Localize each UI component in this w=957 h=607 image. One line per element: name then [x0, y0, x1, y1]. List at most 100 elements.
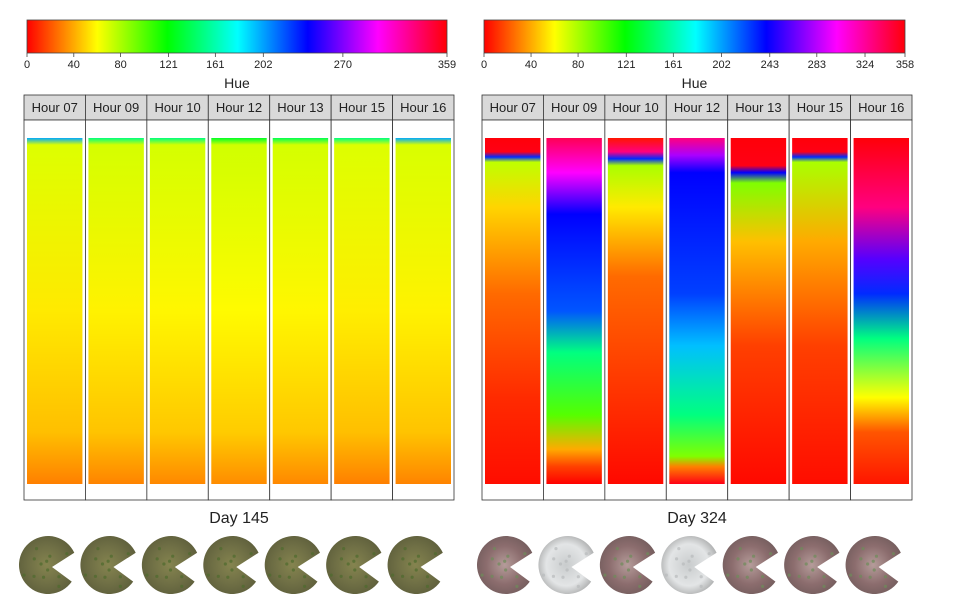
- thumbnail-texture: [743, 562, 747, 566]
- thumbnail-texture: [811, 568, 815, 572]
- colorbar-tick-label: 121: [159, 59, 177, 71]
- thumbnail-texture: [503, 559, 507, 563]
- thumbnail-texture: [287, 575, 291, 579]
- hue-column-hour-13: [272, 138, 329, 484]
- thumbnail-texture: [576, 584, 580, 588]
- colorbar: [483, 19, 906, 54]
- panel-strip: [481, 94, 544, 121]
- hue-column-hour-07: [485, 138, 541, 484]
- hue-column-hour-10: [607, 138, 664, 484]
- colorbar-tick-label: 270: [334, 59, 352, 71]
- thumbnail-texture: [226, 575, 230, 579]
- panel-strip-label: Hour 15: [797, 100, 843, 115]
- thumbnail-texture: [638, 584, 642, 588]
- thumbnail-texture: [229, 559, 233, 563]
- thumbnail-texture: [745, 575, 749, 579]
- hue-column-hour-15: [334, 138, 390, 484]
- thumbnail-texture: [353, 568, 357, 572]
- thumbnail-texture: [748, 559, 753, 563]
- fisheye-photo-thumbnail: [476, 536, 533, 595]
- thumbnail-texture: [613, 557, 617, 561]
- thumbnail-texture: [414, 568, 418, 572]
- thumbnail-texture: [352, 559, 356, 563]
- thumbnail-texture: [364, 584, 368, 588]
- thumbnail-texture: [515, 575, 519, 579]
- thumbnail-texture: [499, 575, 504, 579]
- thumbnail-texture: [506, 554, 510, 558]
- thumbnail-texture: [626, 568, 631, 572]
- thumbnail-texture: [490, 557, 494, 561]
- thumbnail-texture: [164, 575, 169, 579]
- colorbar-tick-label: 80: [572, 59, 584, 71]
- thumbnail-texture: [410, 575, 414, 579]
- colorbar-tick-label: 283: [808, 59, 826, 71]
- fisheye-photo-thumbnail: [264, 536, 320, 595]
- thumbnail-texture: [492, 547, 497, 551]
- thumbnail-texture: [280, 547, 284, 551]
- thumbnail-texture: [554, 547, 558, 551]
- thumbnail-texture: [749, 568, 753, 572]
- thumbnail-texture: [46, 568, 50, 572]
- panel-strip-label: Hour 16: [858, 100, 904, 115]
- thumbnail-texture: [34, 547, 39, 551]
- hue-column-hour-12: [211, 138, 267, 484]
- thumbnail-texture: [249, 552, 253, 556]
- thumbnail-texture: [232, 554, 236, 558]
- thumbnail-texture: [625, 559, 630, 563]
- colorbar-label: Hue: [682, 75, 708, 91]
- thumbnail-texture: [291, 568, 295, 572]
- thumbnail-texture: [93, 574, 98, 578]
- thumbnail-texture: [813, 554, 817, 558]
- thumbnail-texture: [413, 559, 417, 563]
- thumbnail-texture: [107, 568, 111, 572]
- thumbnail-texture: [167, 559, 172, 563]
- thumbnail-texture: [565, 568, 569, 572]
- thumbnail-texture: [567, 554, 571, 558]
- thumbnail-texture: [674, 557, 679, 561]
- thumbnail-texture: [65, 552, 69, 556]
- panel-strip: [850, 94, 913, 121]
- thumbnail-texture: [155, 557, 159, 561]
- thumbnail-texture: [355, 554, 359, 558]
- thumbnail-texture: [216, 557, 221, 561]
- thumbnail-texture: [268, 573, 272, 577]
- fisheye-photo-thumbnail: [784, 536, 840, 595]
- fisheye-photo-thumbnail: [722, 536, 778, 595]
- thumbnail-texture: [22, 573, 26, 577]
- thumbnail-texture: [157, 547, 161, 551]
- thumbnail-texture: [118, 584, 122, 588]
- thumbnail-texture: [206, 573, 210, 577]
- thumbnail-texture: [216, 574, 220, 578]
- hue-column-hour-13: [730, 138, 787, 484]
- thumbnail-texture: [564, 559, 568, 563]
- thumbnail-texture: [810, 559, 814, 563]
- fisheye-photo-thumbnail: [19, 536, 75, 595]
- thumbnail-texture: [401, 557, 405, 561]
- thumbnail-texture: [490, 574, 494, 578]
- fisheye-photo-thumbnail: [661, 536, 717, 595]
- thumbnail-texture: [726, 573, 730, 577]
- thumbnail-texture: [646, 552, 650, 556]
- day-title: Day 145: [209, 510, 269, 527]
- thumbnail-texture: [736, 574, 740, 578]
- thumbnail-texture: [329, 573, 333, 577]
- colorbar-tick-label: 359: [438, 59, 456, 71]
- fisheye-photo-thumbnail: [326, 536, 382, 595]
- thumbnail-texture: [822, 584, 826, 588]
- thumbnail-texture: [171, 554, 175, 558]
- panel-strip-label: Hour 09: [551, 100, 597, 115]
- thumbnail-texture: [342, 547, 346, 551]
- thumbnail-texture: [807, 575, 811, 579]
- thumbnail-texture: [859, 557, 863, 561]
- hue-column-hour-09: [88, 138, 144, 484]
- panel-strip: [330, 94, 393, 121]
- fisheye-photo-thumbnail: [141, 536, 198, 595]
- thumbnail-texture: [278, 574, 282, 578]
- panel-strip: [207, 94, 271, 121]
- panel-strip-label: Hour 07: [32, 100, 78, 115]
- thumbnail-texture: [278, 557, 282, 561]
- thumbnail-texture: [162, 562, 166, 566]
- thumbnail-texture: [480, 573, 484, 577]
- thumbnail-texture: [576, 575, 580, 579]
- panel-strip-label: Hour 13: [277, 100, 323, 115]
